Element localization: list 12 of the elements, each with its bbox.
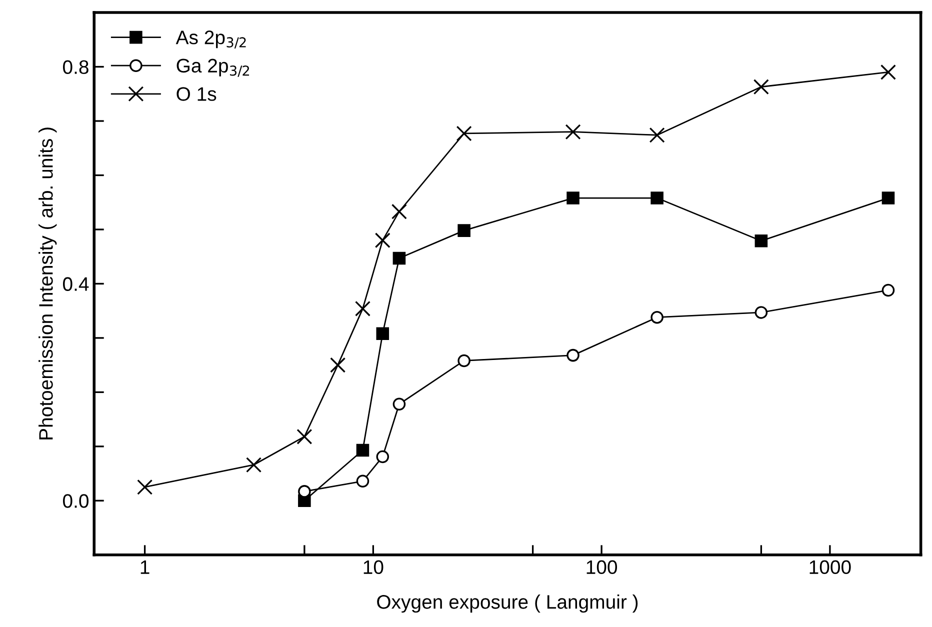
y-tick-label: 0.0 [63,494,89,508]
y-axis-title: Photoemission Intensity ( arb. units ) [38,128,57,440]
x-axis-title: Oxygen exposure ( Langmuir ) [377,594,638,613]
x-tick-label: 10 [364,560,384,574]
legend-label: O 1s [176,87,216,101]
x-tick-label: 1 [140,560,150,574]
legend-label: Ga 2p$_{3/2}$ [176,58,250,77]
x-tick-label: 1000 [810,560,851,574]
legend-label: As 2p$_{3/2}$ [176,30,246,49]
x-tick-label: 100 [586,560,618,574]
y-tick-label: 0.4 [63,277,89,291]
y-tick-label: 0.8 [63,60,88,74]
